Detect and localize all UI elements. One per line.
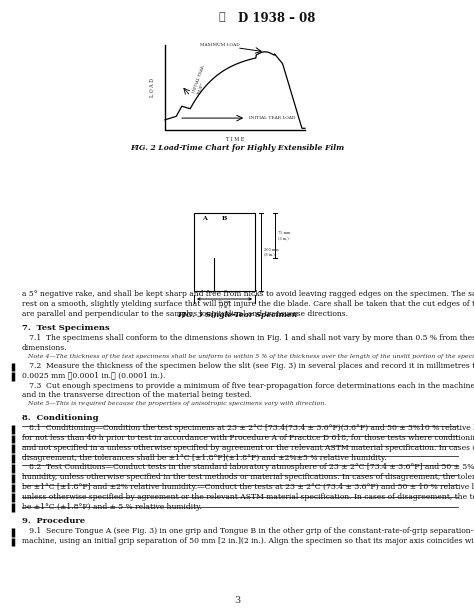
Text: dimensions.: dimensions. [22, 344, 68, 352]
Text: 8.2  ‪Test Conditions‬—Conduct tests in the standard laboratory atmosphere of 23: 8.2 ‪Test Conditions‬—Conduct tests in t… [22, 463, 474, 471]
Text: L O A D: L O A D [151, 78, 155, 97]
Text: 25 mm
(1 in.): 25 mm (1 in.) [219, 300, 231, 308]
Text: Note 5—This is required because the properties of anisotropic specimens vary wit: Note 5—This is required because the prop… [22, 401, 326, 406]
Bar [194, 213, 255, 291]
Text: unless otherwise specified by agreement or the relevant ASTM material specificat: unless otherwise specified by agreement … [22, 493, 474, 501]
Text: A: A [201, 216, 207, 221]
Text: a 5° negative rake, and shall be kept sharp and free from nicks to avoid leaving: a 5° negative rake, and shall be kept sh… [22, 290, 474, 298]
Text: machine, using an initial grip separation of 50 mm [2 in.](2 in.). Align the spe: machine, using an initial grip separatio… [22, 537, 474, 545]
Text: 9.1  Secure Tongue ‪A‬ (see Fig. 3) in one grip and Tongue ‪B‬ in the other grip: 9.1 Secure Tongue ‪A‬ (see Fig. 3) in on… [22, 527, 474, 535]
Text: 7.1  The specimens shall conform to the dimensions shown in Fig. 1 and shall not: 7.1 The specimens shall conform to the d… [22, 334, 474, 342]
Text: 200 mm
(8 in.): 200 mm (8 in.) [264, 248, 279, 256]
Text: and in the transverse direction of the material being tested.: and in the transverse direction of the m… [22, 391, 252, 400]
Text: for not less than 40 h prior to test in accordance with Procedure A of Practice : for not less than 40 h prior to test in … [22, 434, 474, 442]
Text: and not specified in a unless otherwise specified by agreement or the relevant A: and not specified in a unless otherwise … [22, 444, 474, 452]
Text: MAXIMUM LOAD: MAXIMUM LOAD [200, 43, 240, 47]
Text: disagreement, the tolerances shall be ±1°C [±1.8°F](±1.8°F) and ±2%±5 % relative: disagreement, the tolerances shall be ±1… [22, 454, 386, 462]
Text: FIG. 2 Load-Time Chart for Highly Extensible Film: FIG. 2 Load-Time Chart for Highly Extens… [130, 144, 344, 152]
Text: 0.0025 mm ְ0.0001 in.ֱ (0.0001 in.).: 0.0025 mm ְ0.0001 in.ֱ (0.0001 in.). [22, 372, 165, 380]
Text: B: B [221, 216, 227, 221]
Text: 8.1  ‪Conditioning‬—Condition the test specimens at 23 ± 2°C [73.4(73.4 ± 3.6°F): 8.1 ‪Conditioning‬—Condition the test sp… [22, 424, 474, 432]
Text: 8.  Conditioning: 8. Conditioning [22, 414, 99, 422]
Text: 75 mm
(3 in.): 75 mm (3 in.) [278, 231, 291, 240]
Text: humidity, unless otherwise specified in the test methods or material specificati: humidity, unless otherwise specified in … [22, 473, 474, 481]
Text: T I M E: T I M E [226, 137, 244, 142]
Text: Ⓜ: Ⓜ [219, 12, 225, 22]
Text: INITIAL TEAR LOAD: INITIAL TEAR LOAD [249, 116, 295, 120]
Text: be ±1°C [±1.8°F] and ±2% relative humidity.—Conduct the tests at 23 ± 2°C (73.4 : be ±1°C [±1.8°F] and ±2% relative humidi… [22, 483, 474, 491]
Text: FIG. 3 Single-Tear Specimen: FIG. 3 Single-Tear Specimen [177, 311, 297, 319]
Text: Note 4—The thickness of the test specimens shall be uniform to within 5 % of the: Note 4—The thickness of the test specime… [22, 354, 474, 359]
Text: rest on a smooth, slightly yielding surface that will not injure the die blade. : rest on a smooth, slightly yielding surf… [22, 300, 474, 308]
Text: 7.2  Measure the thickness of the specimen below the slit (see Fig. 3) in severa: 7.2 Measure the thickness of the specime… [22, 362, 474, 370]
Text: INITIAL TEAR
"BLIP": INITIAL TEAR "BLIP" [192, 65, 210, 95]
Text: are parallel and perpendicular to the samples longitudinal and transverse direct: are parallel and perpendicular to the sa… [22, 310, 348, 318]
Text: be ±1°C (±1.8°F) and ± 5 % relative humidity.: be ±1°C (±1.8°F) and ± 5 % relative humi… [22, 503, 202, 511]
Text: 7.  Test Specimens: 7. Test Specimens [22, 324, 110, 332]
Text: 7.3  Cut enough specimens to provide a minimum of five tear-propagation force de: 7.3 Cut enough specimens to provide a mi… [22, 382, 474, 390]
Text: 9.  Procedure: 9. Procedure [22, 517, 85, 525]
Text: D 1938 – 08: D 1938 – 08 [238, 12, 315, 25]
Text: 3: 3 [234, 596, 240, 605]
